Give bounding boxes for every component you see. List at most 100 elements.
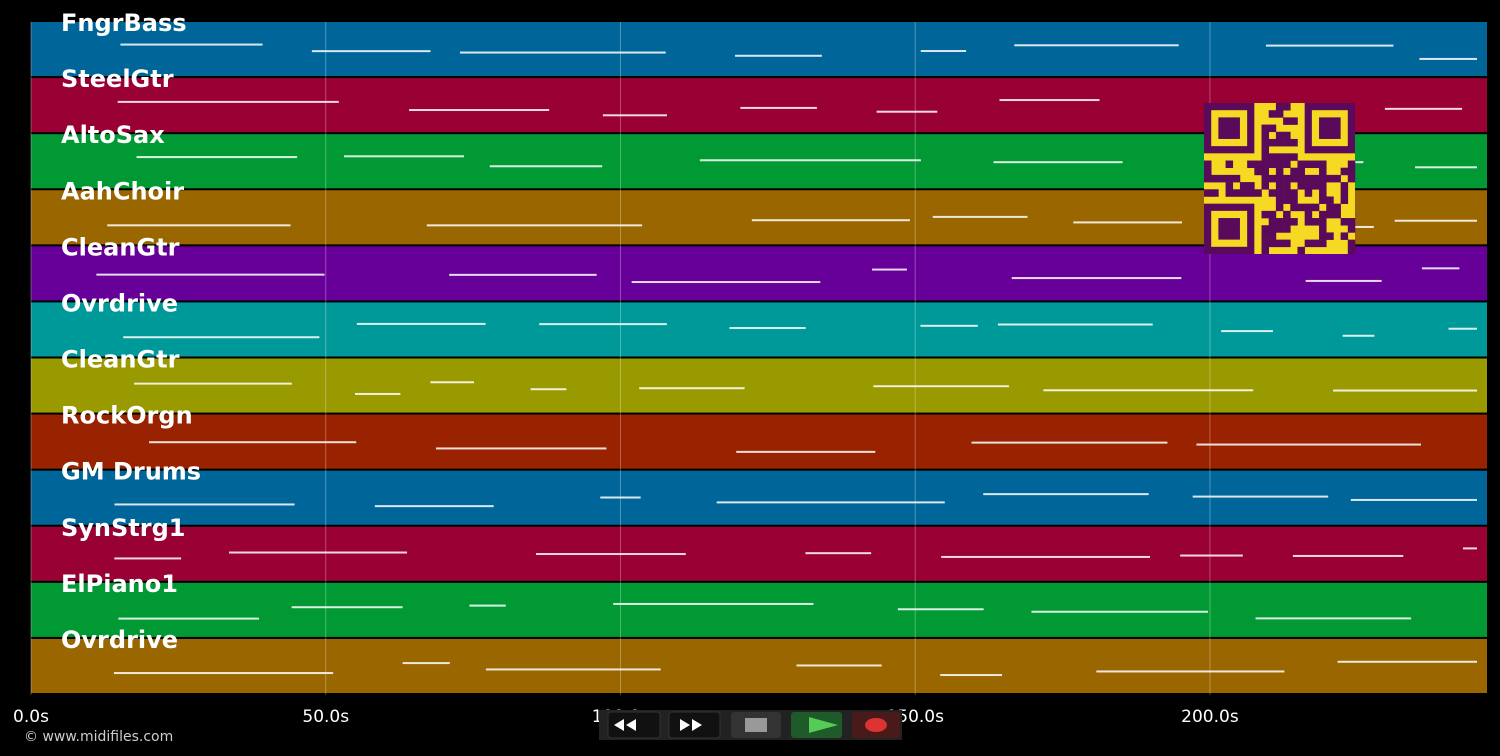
record-button[interactable]: [852, 712, 900, 738]
note: [1265, 44, 1394, 47]
note: [740, 106, 817, 109]
qr-module: [1304, 160, 1313, 169]
note: [983, 493, 1149, 496]
qr-module: [1261, 138, 1270, 147]
qr-module: [1319, 160, 1327, 169]
note: [1292, 554, 1404, 557]
track-band: [31, 470, 1487, 525]
qr-module: [1254, 160, 1262, 169]
qr-module: [1290, 218, 1298, 226]
track-label: GM Drums: [61, 458, 201, 486]
qr-module: [1275, 239, 1284, 248]
stop-button[interactable]: [731, 712, 781, 738]
qr-module: [1326, 203, 1334, 212]
track-label: AltoSax: [61, 121, 165, 149]
qr-module: [1275, 174, 1284, 183]
qr-module: [1326, 174, 1334, 183]
track-band: [31, 358, 1487, 413]
note: [1342, 334, 1375, 337]
qr-module: [1319, 239, 1327, 248]
qr-module: [1283, 138, 1291, 147]
qr-module: [1319, 174, 1327, 183]
note: [940, 674, 1003, 677]
note: [999, 99, 1100, 102]
qr-module: [1340, 196, 1349, 204]
note: [356, 322, 486, 325]
qr-module: [1204, 167, 1212, 176]
note: [1305, 279, 1382, 282]
qr-module: [1225, 174, 1234, 183]
note: [971, 441, 1168, 444]
qr-module: [1283, 239, 1291, 248]
qr-module: [1275, 153, 1284, 161]
note: [1415, 166, 1477, 169]
qr-module: [1275, 196, 1284, 204]
track-label: RockOrgn: [61, 402, 193, 430]
note: [920, 324, 978, 327]
track-label: ElPiano1: [61, 570, 178, 598]
play-button[interactable]: [791, 712, 842, 738]
note: [729, 327, 806, 330]
note: [735, 54, 822, 57]
qr-module: [1211, 189, 1219, 197]
qr-module: [1261, 146, 1270, 154]
note: [118, 617, 260, 620]
track-label: SteelGtr: [61, 65, 174, 93]
track-label: SynStrg1: [61, 514, 186, 542]
track-band: [31, 302, 1487, 357]
qr-module: [1275, 138, 1284, 147]
qr-finder: [1218, 117, 1240, 139]
qr-module: [1218, 174, 1226, 183]
note: [539, 323, 667, 326]
qr-module: [1261, 153, 1270, 161]
note: [435, 447, 607, 450]
qr-module: [1304, 174, 1313, 183]
forward-button[interactable]: [668, 711, 721, 739]
qr-module: [1347, 225, 1356, 233]
tick-label: 200.0s: [1181, 707, 1239, 727]
note: [736, 450, 876, 453]
note: [613, 602, 814, 605]
qr-module: [1333, 174, 1341, 183]
note: [1350, 498, 1477, 501]
note: [485, 668, 661, 671]
note: [1221, 330, 1273, 333]
qr-module: [1319, 167, 1327, 176]
qr-module: [1283, 153, 1291, 161]
qr-module: [1283, 103, 1291, 111]
qr-module: [1268, 218, 1277, 226]
qr-module: [1275, 160, 1284, 169]
note: [409, 109, 550, 112]
note: [1192, 495, 1329, 498]
note: [932, 215, 1028, 218]
note: [941, 555, 1150, 558]
qr-module: [1268, 174, 1277, 183]
note: [872, 268, 907, 271]
note: [993, 161, 1123, 164]
qr-module: [1333, 210, 1341, 219]
note: [602, 114, 667, 117]
qr-module: [1247, 182, 1255, 190]
qr-module: [1283, 218, 1291, 226]
note: [535, 553, 686, 556]
note: [639, 387, 745, 390]
qr-module: [1297, 246, 1305, 255]
note: [459, 51, 666, 54]
qr-module: [1232, 174, 1241, 183]
qr-module: [1319, 182, 1327, 190]
qr-module: [1261, 246, 1270, 255]
rewind-button[interactable]: [607, 711, 661, 739]
qr-module: [1319, 210, 1327, 219]
qr-module: [1211, 174, 1219, 183]
note: [997, 323, 1153, 326]
note: [751, 219, 910, 222]
qr-module: [1290, 174, 1298, 183]
note: [402, 662, 450, 665]
qr-module: [1340, 167, 1349, 176]
track-labels: FngrBass SteelGtr AltoSax AahChoir CleanGtr O…: [61, 9, 201, 654]
note: [1419, 57, 1477, 60]
note: [1394, 219, 1477, 222]
note: [1333, 389, 1477, 392]
qr-module: [1254, 189, 1262, 197]
